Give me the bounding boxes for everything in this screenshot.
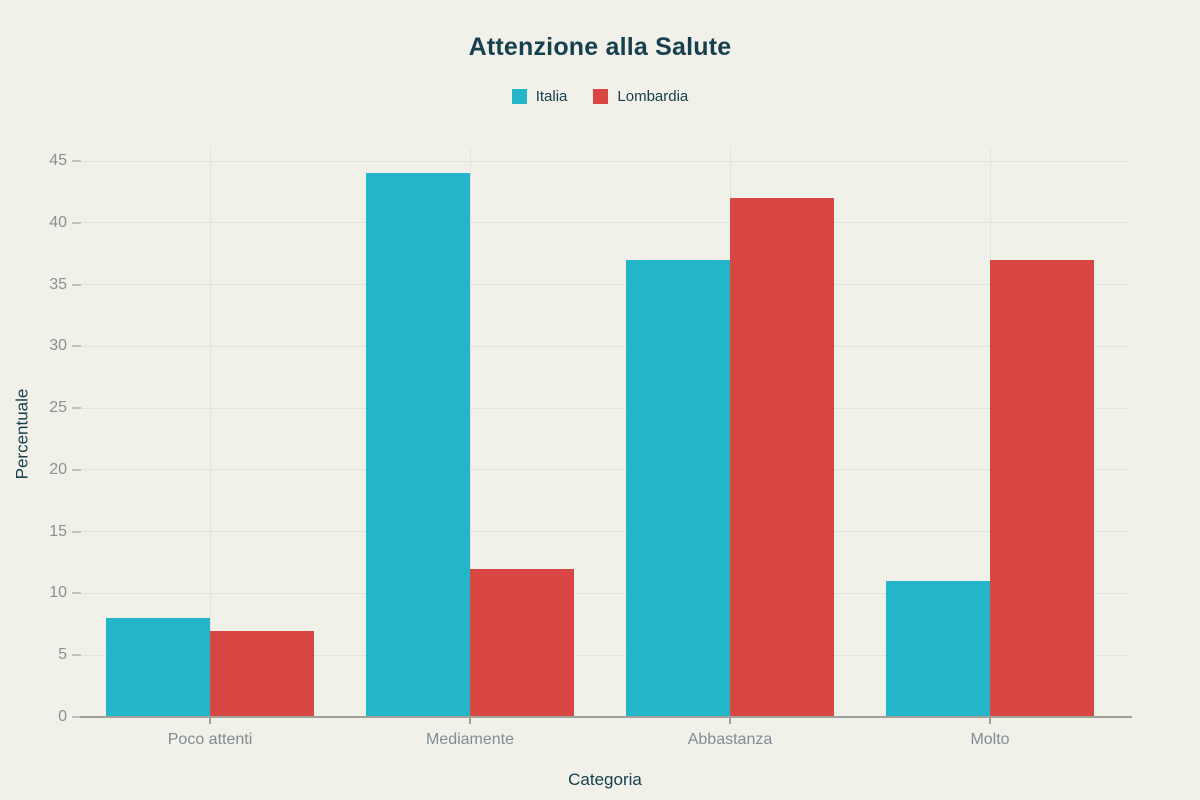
x-tick-label-abbastanza: Abbastanza [687, 731, 773, 748]
y-tick-label: 10 [49, 584, 67, 602]
y-tick-label: 35 [49, 275, 67, 293]
y-gridline [80, 592, 1130, 594]
bar-italia-abbastanza[interactable] [626, 259, 730, 717]
y-tick-mark [72, 530, 81, 533]
bar-lombardia-abbastanza[interactable] [730, 198, 834, 717]
bar-lombardia-poco-attenti[interactable] [210, 630, 314, 717]
legend: Italia Lombardia [0, 88, 1200, 105]
y-tick-mark [72, 407, 81, 410]
x-gridline [469, 148, 471, 717]
bar-italia-mediamente[interactable] [366, 173, 470, 717]
y-tick-mark [72, 160, 81, 162]
y-tick-label: 0 [58, 708, 67, 725]
y-gridline [80, 654, 1130, 656]
legend-swatch-italia [511, 89, 527, 104]
x-tick-label-mediamente: Mediamente [425, 731, 515, 748]
x-tick-label-poco-attenti: Poco attenti [167, 731, 253, 748]
bar-lombardia-molto[interactable] [990, 259, 1094, 717]
y-tick-mark [72, 283, 81, 286]
bar-lombardia-mediamente[interactable] [470, 568, 574, 717]
x-gridline [209, 148, 211, 717]
x-tick-mark [989, 718, 991, 724]
y-gridline [80, 284, 1130, 286]
y-tick-mark [72, 221, 81, 224]
y-tick-label: 5 [58, 646, 67, 664]
legend-label-lombardia: Lombardia [617, 88, 689, 105]
legend-label-italia: Italia [535, 88, 568, 105]
bar-italia-molto[interactable] [886, 581, 990, 717]
bar-italia-poco-attenti[interactable] [106, 618, 210, 717]
y-tick-label: 25 [49, 399, 67, 417]
y-tick-label: 45 [49, 152, 67, 169]
y-tick-label: 40 [49, 213, 67, 231]
legend-swatch-lombardia [593, 89, 609, 104]
y-tick-mark [72, 592, 81, 595]
y-tick-mark [72, 716, 81, 718]
y-tick-mark [72, 654, 81, 657]
y-gridline [80, 531, 1130, 533]
y-tick-mark [72, 468, 81, 471]
x-tick-mark [469, 718, 471, 724]
x-tick-mark [209, 718, 211, 724]
y-gridline [80, 407, 1130, 409]
y-tick-label: 30 [49, 337, 67, 355]
legend-item-italia[interactable]: Italia [511, 88, 568, 105]
x-tick-label-molto: Molto [970, 731, 1010, 748]
x-tick-mark [729, 718, 731, 724]
y-tick-label: 15 [49, 522, 67, 540]
y-gridline [80, 345, 1130, 347]
legend-item-lombardia[interactable]: Lombardia [593, 88, 688, 105]
y-gridline [80, 160, 1130, 162]
y-gridline [80, 222, 1130, 224]
chart-title: Attenzione alla Salute [468, 33, 732, 61]
y-tick-label: 20 [49, 460, 67, 478]
y-gridline [80, 469, 1130, 471]
y-tick-mark [72, 345, 81, 348]
x-axis-title: Categoria [568, 770, 642, 789]
x-axis-line [80, 716, 1132, 718]
